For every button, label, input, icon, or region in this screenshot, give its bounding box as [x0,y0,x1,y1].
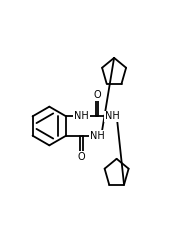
Text: NH: NH [105,111,120,121]
Text: O: O [93,90,101,100]
Text: O: O [78,152,85,162]
Text: NH: NH [74,111,89,121]
Text: NH: NH [90,131,104,141]
